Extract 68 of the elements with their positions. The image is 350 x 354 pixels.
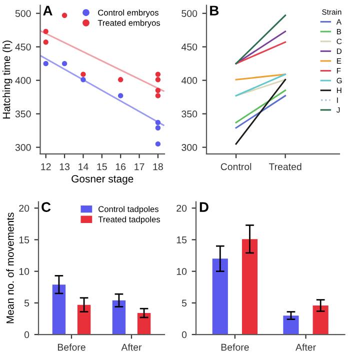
y-tick-label: 450 [181,44,198,50]
y-tick-label: 350 [15,110,31,118]
x-tick-label: 16 [116,163,126,170]
y-tick-label: 400 [181,77,198,84]
bar [312,305,328,335]
bar [242,239,258,335]
y-tick-label: 400 [15,77,31,84]
y-tick-label: 350 [182,110,198,118]
x-tick-label: 12 [41,163,51,170]
x-tick-label: 18 [153,163,163,170]
legend-label: Treated embryos [98,20,160,28]
point [80,77,86,82]
y-tick-label: 500 [182,10,198,17]
point [118,77,124,82]
legend-label: Control tadpoles [98,206,158,214]
annotation: D [200,202,208,212]
point [80,72,86,77]
bar [112,300,126,335]
x-tick-label: 13 [60,163,70,170]
x-tick-label: 14 [78,163,88,170]
point [155,88,161,93]
y-tick-label: 20 [19,204,30,212]
y-tick-label: 0 [182,331,187,338]
annotation: C [42,202,51,212]
point [62,12,68,18]
legend-label: Treated tadpoles [98,216,160,224]
x-tick-label: Control [220,163,252,170]
point [155,93,161,98]
point [155,77,161,82]
bar [212,258,228,335]
bar [137,313,151,335]
y-tick-label: 5 [182,300,187,307]
y-tick-label: 5 [24,300,30,307]
x-tick-label: After [296,344,316,351]
y-tick-label: 10 [176,268,187,275]
y-tick-label: 300 [15,144,31,151]
y-tick-label: 300 [182,144,198,151]
bar [77,304,91,335]
y-tick-label: 15 [176,236,187,244]
x-tick-label: After [121,344,142,351]
y-tick-label: 450 [15,44,31,50]
x-tick-label: 17 [134,163,144,170]
point [155,141,161,147]
point [155,120,161,126]
x-tick-label: 15 [97,163,107,170]
point [155,72,161,77]
bar [52,284,66,335]
x-tick-label: Before [58,344,86,351]
point [43,60,48,66]
y-axis-title: Hatching time (h) [2,40,12,118]
x-tick-label: Before [221,344,249,351]
point [155,125,161,130]
x-tick-label: Treated [268,163,302,170]
y-tick-label: 20 [176,204,187,212]
y-axis-title: Mean no. of movements [6,212,14,324]
annotation: B [210,6,219,16]
point [43,40,48,45]
x-axis-title: Gosner stage [72,175,134,185]
annotation: A [43,6,52,16]
y-tick-label: 10 [19,268,30,275]
bar [283,316,299,335]
y-tick-label: 15 [19,236,30,244]
point [118,93,124,98]
legend-label: Control embryos [98,9,158,18]
y-tick-label: 500 [15,10,31,17]
point [62,60,68,66]
y-tick-label: 0 [24,331,30,338]
point [43,28,48,34]
